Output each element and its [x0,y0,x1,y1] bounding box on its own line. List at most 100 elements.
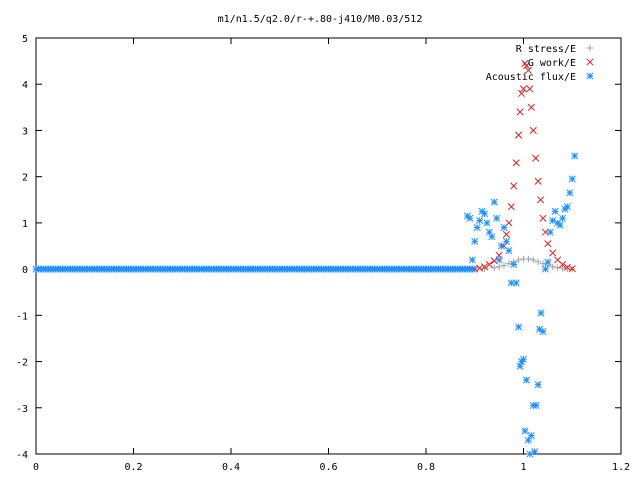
data-point [512,159,520,167]
data-point [537,309,545,317]
data-point [539,214,547,222]
data-point [539,327,547,336]
x-tick-label: 1 [520,462,526,473]
data-point [551,207,559,215]
data-point [571,152,579,160]
plot-frame [35,37,622,455]
data-point [510,260,518,269]
data-point [502,237,510,245]
y-tick-label: -1 [16,311,28,322]
legend-marker [586,44,594,52]
data-point [526,85,534,93]
data-point [505,260,513,267]
data-point [532,154,540,162]
data-point [483,219,491,227]
data-point [525,255,532,263]
data-point [526,450,534,458]
data-point [521,427,529,435]
data-point [534,258,542,265]
data-point [468,265,476,273]
data-point [507,279,515,287]
data-point [493,214,501,222]
data-point [549,263,556,270]
data-point [541,265,549,273]
data-point [531,448,539,456]
data-point [563,203,571,211]
y-tick-label: 0 [22,265,28,276]
legend-marker [586,58,594,66]
data-point [519,85,528,93]
data-point [471,237,479,245]
data-point [534,177,542,185]
data-point [515,323,523,331]
data-point [524,66,532,74]
series-2 [32,152,579,458]
y-tick-label: 4 [22,80,28,91]
y-tick-label: -3 [16,404,28,415]
data-point [502,230,510,238]
data-point [519,355,528,363]
data-point [476,217,484,225]
y-tick-label: -2 [16,358,28,369]
data-point [568,175,576,183]
data-point [507,203,515,211]
data-point [558,214,567,222]
data-point [468,256,476,264]
data-point [516,108,524,116]
legend-label: G work/E [528,58,576,69]
series-layer [32,59,579,458]
data-point [480,210,489,218]
legend-label: R stress/E [516,44,576,55]
data-point [473,223,481,232]
data-point [563,263,571,271]
data-point [566,189,574,197]
data-point [530,256,537,264]
x-tick-label: 0.6 [319,462,337,473]
data-point [537,196,545,204]
data-point [522,62,530,70]
x-tick-label: 0.8 [417,462,435,473]
y-tick-label: 5 [22,34,28,45]
data-point [568,265,576,273]
data-point [529,126,537,134]
y-tick-label: 1 [22,219,28,230]
y-tick-label: 2 [22,173,28,184]
data-point [549,217,557,225]
legend-marker [586,72,594,80]
data-point [476,264,484,272]
data-point [495,263,503,270]
x-tick-label: 1.2 [612,462,630,473]
data-point [500,223,508,232]
data-point [515,256,522,264]
data-point [517,89,526,98]
x-tick-label: 0.4 [222,462,240,473]
data-point [485,260,493,269]
data-point [546,228,554,236]
data-point [495,256,503,264]
data-point [510,182,518,190]
data-point [498,242,506,250]
data-point [485,228,493,236]
legend-label: Acoustic flux/E [486,72,576,83]
data-point [488,233,496,241]
axis-ticks: 0 0.2 0.4 0.6 0.8 1 1.2 -4 -3 -2 -1 0 1 2 3 4 5 [16,34,630,473]
data-point [539,260,547,267]
data-point [524,436,532,444]
data-point [527,431,535,440]
y-tick-label: -4 [16,450,28,461]
data-point [522,376,530,384]
data-point [480,263,489,271]
data-point [505,247,513,255]
y-tick-label: 3 [22,126,28,137]
x-tick-label: 0 [33,462,39,473]
data-point [512,279,520,287]
data-point [534,381,542,389]
chart-title: m1/n1.5/q2.0/r-+.80-j410/M0.03/512 [218,14,423,25]
data-point [516,362,524,370]
data-point [500,262,508,269]
data-point [515,131,523,139]
data-point [549,249,557,257]
data-point [532,401,540,410]
legend: R stress/E G work/E Acoustic flux/E [486,44,594,83]
